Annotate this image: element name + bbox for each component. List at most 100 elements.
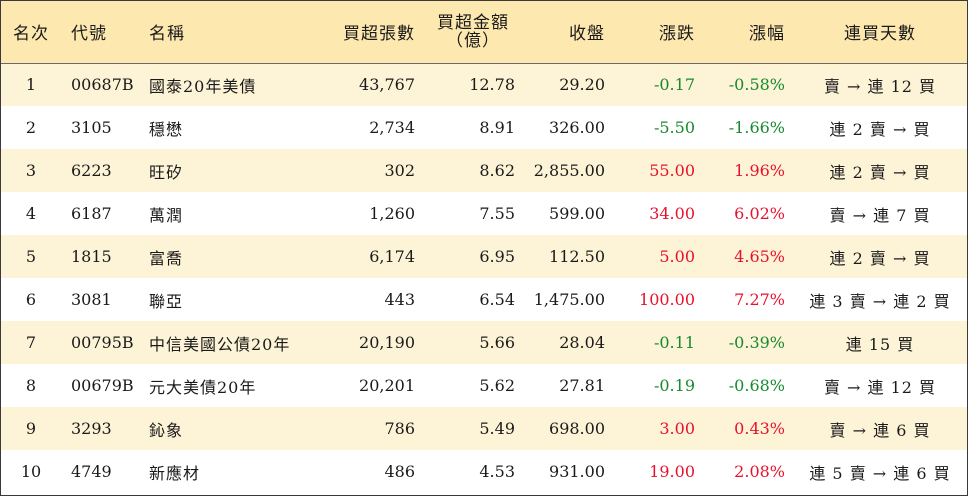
cell-rank: 1 <box>25 75 37 95</box>
cell-change: 5.00 <box>659 247 695 266</box>
cell-code: 3105 <box>71 118 112 137</box>
cell-net-lots: 20,201 <box>359 376 415 395</box>
cell-close: 1,475.00 <box>533 290 605 309</box>
cell-rank: 7 <box>25 333 37 352</box>
header-net-lots: 買超張數 <box>327 1 423 64</box>
cell-pct: 1.96% <box>734 161 785 180</box>
header-net-amount: 買超金額 （億） <box>423 1 523 64</box>
cell-code: 00679B <box>71 376 134 395</box>
cell-consecutive-days: 連 2 賣 → 買 <box>829 248 931 268</box>
header-pct: 漲幅 <box>703 1 793 64</box>
table-row: 6 3081 聯亞 443 6.54 1,475.00 100.00 7.27% 連 3 賣 →… <box>1 278 967 321</box>
cell-close: 2,855.00 <box>533 161 605 180</box>
cell-change: 34.00 <box>649 204 695 223</box>
cell-name: 穩懋 <box>149 119 184 139</box>
cell-net-amount: 6.54 <box>479 290 515 309</box>
cell-pct: 6.02% <box>734 204 785 223</box>
table-row: 7 00795B 中信美國公債20年 20,190 5.66 28.04 -0.11 -0.3… <box>1 321 967 364</box>
cell-change: 100.00 <box>639 290 695 309</box>
cell-consecutive-days: 連 3 賣 → 連 2 買 <box>809 291 951 311</box>
cell-net-amount: 5.62 <box>479 376 515 395</box>
table-body: 1 00687B 國泰20年美債 43,767 12.78 29.20 -0.17 -0.58… <box>1 63 967 493</box>
cell-rank: 3 <box>25 161 37 180</box>
cell-net-lots: 43,767 <box>359 75 415 95</box>
cell-pct: -0.58% <box>728 75 785 95</box>
cell-net-lots: 443 <box>384 290 415 309</box>
table-row: 3 6223 旺矽 302 8.62 2,855.00 55.00 1.96% 連 2 賣 → … <box>1 149 967 192</box>
cell-close: 112.50 <box>549 247 605 266</box>
cell-name: 旺矽 <box>149 162 184 182</box>
header-row: 名次 代號 名稱 買超張數 買超金額 （億） 收盤 漲跌 漲幅 連買天數 <box>1 1 967 64</box>
cell-close: 698.00 <box>549 419 605 438</box>
cell-name: 萬潤 <box>149 205 184 225</box>
cell-pct: -0.68% <box>728 376 785 395</box>
cell-pct: 2.08% <box>734 462 785 481</box>
header-net-amount-line1: 買超金額 <box>437 12 509 33</box>
cell-close: 931.00 <box>549 462 605 481</box>
cell-consecutive-days: 連 15 買 <box>845 334 915 354</box>
cell-pct: 4.65% <box>734 247 785 266</box>
cell-change: -0.11 <box>653 333 695 352</box>
cell-net-amount: 6.95 <box>479 247 515 266</box>
cell-net-amount: 8.91 <box>479 118 515 137</box>
cell-net-lots: 302 <box>384 161 415 180</box>
cell-close: 28.04 <box>559 333 605 352</box>
cell-pct: 0.43% <box>734 419 785 438</box>
cell-name: 新應材 <box>149 463 201 483</box>
table-row: 2 3105 穩懋 2,734 8.91 326.00 -5.50 -1.66% 連 2 賣 →… <box>1 106 967 149</box>
cell-rank: 10 <box>20 462 42 481</box>
header-net-amount-line2: （億） <box>446 30 500 51</box>
cell-net-amount: 12.78 <box>469 75 515 95</box>
table-row: 10 4749 新應材 486 4.53 931.00 19.00 2.08% 連 5 賣 → … <box>1 450 967 493</box>
cell-net-lots: 486 <box>384 462 415 481</box>
cell-change: 55.00 <box>649 161 695 180</box>
cell-rank: 9 <box>25 419 37 438</box>
cell-code: 4749 <box>71 462 112 481</box>
cell-net-amount: 8.62 <box>479 161 515 180</box>
cell-close: 326.00 <box>549 118 605 137</box>
table-row: 1 00687B 國泰20年美債 43,767 12.78 29.20 -0.17 -0.58… <box>1 63 967 106</box>
cell-name: 鈊象 <box>149 420 184 440</box>
cell-close: 29.20 <box>559 75 605 95</box>
cell-pct: 7.27% <box>734 290 785 309</box>
cell-consecutive-days: 連 5 賣 → 連 6 買 <box>809 463 951 483</box>
header-code: 代號 <box>61 1 149 64</box>
cell-change: -0.19 <box>653 376 695 395</box>
header-consecutive-days: 連買天數 <box>793 1 967 64</box>
table-row: 8 00679B 元大美債20年 20,201 5.62 27.81 -0.19 -0.68%… <box>1 364 967 407</box>
cell-rank: 6 <box>25 290 37 309</box>
cell-net-amount: 4.53 <box>479 462 515 481</box>
cell-consecutive-days: 連 2 賣 → 買 <box>829 162 931 182</box>
cell-net-lots: 20,190 <box>359 333 415 352</box>
cell-net-amount: 5.49 <box>479 419 515 438</box>
cell-close: 599.00 <box>549 204 605 223</box>
cell-consecutive-days: 連 2 賣 → 買 <box>829 119 931 139</box>
cell-code: 1815 <box>71 247 112 266</box>
cell-name: 國泰20年美債 <box>149 76 257 96</box>
cell-code: 3081 <box>71 290 112 309</box>
header-close: 收盤 <box>523 1 613 64</box>
cell-pct: -1.66% <box>728 118 785 137</box>
cell-rank: 4 <box>25 204 37 223</box>
header-rank: 名次 <box>1 1 61 64</box>
cell-name: 元大美債20年 <box>149 377 257 397</box>
cell-net-lots: 786 <box>384 419 415 438</box>
table-row: 4 6187 萬潤 1,260 7.55 599.00 34.00 6.02% 賣 → 連 7 … <box>1 192 967 235</box>
cell-consecutive-days: 賣 → 連 6 買 <box>829 420 931 440</box>
cell-net-amount: 5.66 <box>479 333 515 352</box>
cell-consecutive-days: 賣 → 連 12 買 <box>823 76 937 96</box>
cell-change: 19.00 <box>649 462 695 481</box>
cell-change: -0.17 <box>653 75 695 95</box>
table-row: 5 1815 富喬 6,174 6.95 112.50 5.00 4.65% 連 2 賣 → 買 <box>1 235 967 278</box>
cell-change: -5.50 <box>653 118 695 137</box>
header-name: 名稱 <box>149 1 327 64</box>
cell-change: 3.00 <box>659 419 695 438</box>
cell-name: 中信美國公債20年 <box>149 334 291 354</box>
header-change: 漲跌 <box>613 1 703 64</box>
cell-net-lots: 2,734 <box>369 118 415 137</box>
cell-rank: 2 <box>25 118 37 137</box>
cell-name: 富喬 <box>149 248 184 268</box>
cell-rank: 5 <box>25 247 37 266</box>
